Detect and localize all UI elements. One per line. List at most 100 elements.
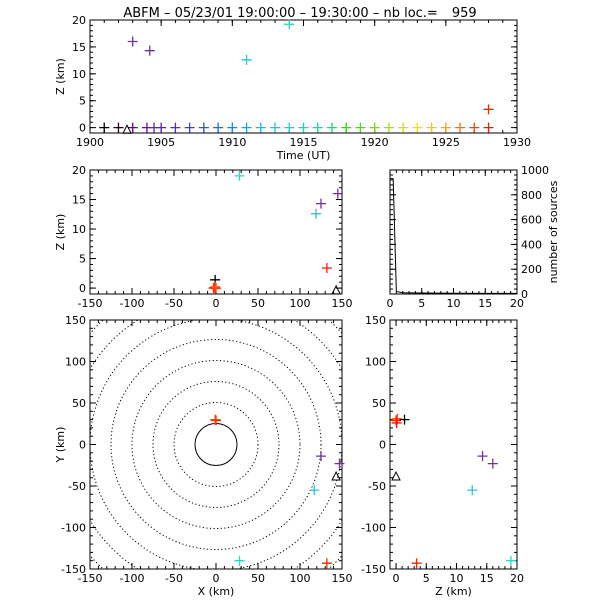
data-points <box>391 413 516 569</box>
data-point <box>284 19 295 30</box>
data-point <box>477 451 488 462</box>
y-tick-label: 0 <box>379 439 386 452</box>
data-point <box>127 122 138 133</box>
data-point <box>334 458 345 469</box>
title-count-label: nb loc.= <box>383 6 437 21</box>
y-tick-label: 15 <box>72 194 86 207</box>
station-marker <box>122 124 132 134</box>
x-tick-label: -150 <box>78 572 103 585</box>
y-tick-label: 10 <box>72 223 86 236</box>
data-point <box>234 170 245 181</box>
y-tick-label: 800 <box>521 189 542 202</box>
y-tick-label: -100 <box>361 522 386 535</box>
y-tick-label: -100 <box>61 522 86 535</box>
data-point <box>426 122 437 133</box>
panel-altitude_y: 0 5 10 15 20 -150 -100 -50 0 50 100 150 Z (km) <box>361 314 524 598</box>
y-tick-label: 1000 <box>521 164 549 177</box>
data-point <box>211 415 221 426</box>
y-tick-label: 20 <box>72 14 86 27</box>
axes-frame <box>89 169 343 295</box>
x-tick-label: 1900 <box>76 136 104 149</box>
range-ring-100km <box>131 360 301 529</box>
x-tick-label: 0 <box>393 572 400 585</box>
y-tick-label: 10 <box>72 68 86 81</box>
y-tick-label: 0 <box>79 439 86 452</box>
data-point <box>399 414 410 425</box>
data-point <box>316 198 326 209</box>
x-tick-label: 15 <box>480 572 494 585</box>
x-tick-label: 100 <box>290 297 311 310</box>
y-tick-label: 200 <box>521 263 542 276</box>
y-tick-label: 20 <box>72 164 86 177</box>
y-tick-label: 150 <box>365 314 386 327</box>
data-point <box>483 122 494 133</box>
station-marker <box>391 470 401 481</box>
data-point <box>156 122 167 133</box>
data-point <box>113 122 124 133</box>
axes-frame <box>89 319 343 570</box>
y-tick-label: 400 <box>521 238 542 251</box>
x-tick-label: 0 <box>213 572 220 585</box>
y-tick-label: 50 <box>372 397 386 410</box>
data-point <box>321 263 332 274</box>
data-points <box>99 19 494 133</box>
data-point <box>469 122 480 133</box>
range-ring-175km <box>90 320 342 569</box>
histogram-line <box>390 178 517 294</box>
y-tick-label: 100 <box>65 356 86 369</box>
x-tick-label: 0 <box>387 297 394 310</box>
data-point <box>355 122 366 133</box>
axes-frame <box>389 319 518 570</box>
range-ring-150km <box>90 320 342 569</box>
data-point <box>234 555 245 566</box>
data-point <box>210 281 221 292</box>
data-points <box>208 170 343 294</box>
range-ring-75km <box>152 381 280 508</box>
axes-frame <box>89 19 518 134</box>
y-tick-label: 15 <box>72 41 86 54</box>
data-point <box>467 485 478 496</box>
y-tick-label: 5 <box>79 95 86 108</box>
data-point <box>440 122 451 133</box>
data-point <box>321 558 332 569</box>
y-tick-label: 100 <box>365 356 386 369</box>
panel-x_altitude: -150 -100 -50 0 50 100 150 0 5 10 15 20 Z (km) <box>54 164 353 310</box>
y-tick-label: 0 <box>521 288 528 301</box>
range-ring-125km <box>110 339 322 550</box>
x-tick-label: -150 <box>78 297 103 310</box>
x-tick-label: -100 <box>120 297 145 310</box>
x-tick-label: 0 <box>213 297 220 310</box>
data-point <box>241 54 252 65</box>
data-point <box>298 122 309 133</box>
y-tick-label: -150 <box>361 563 386 576</box>
data-point <box>270 122 281 133</box>
data-point <box>99 122 110 133</box>
x-tick-label: -100 <box>120 572 145 585</box>
panel-plan_view: -150 -100 -50 0 50 100 150 -150 -100 -50 0 50 100 150… <box>54 314 353 598</box>
data-point <box>241 122 252 133</box>
data-point <box>184 122 195 133</box>
x-tick-label: 1925 <box>432 136 460 149</box>
data-point <box>198 122 209 133</box>
x-tick-label: 20 <box>510 297 524 310</box>
data-point <box>341 122 352 133</box>
data-point <box>211 283 221 294</box>
data-point <box>383 122 394 133</box>
title-count: 959 <box>452 6 477 21</box>
data-points <box>210 414 345 569</box>
data-point <box>505 555 516 566</box>
x-tick-label: 50 <box>251 297 265 310</box>
panel-time_altitude: 1900 1905 1910 1915 1920 1925 1930 0 5 10 15 20 Time… <box>54 14 531 162</box>
y-axis-label: Z (km) <box>54 58 67 95</box>
data-point <box>391 417 402 428</box>
x-axis-label: X (km) <box>198 585 235 598</box>
axes-frame <box>389 169 518 295</box>
data-point <box>316 451 326 462</box>
data-point <box>309 485 320 496</box>
x-tick-label: 1905 <box>147 136 175 149</box>
data-point <box>369 122 380 133</box>
range-ring-50km <box>173 402 259 487</box>
x-tick-label: 100 <box>290 572 311 585</box>
